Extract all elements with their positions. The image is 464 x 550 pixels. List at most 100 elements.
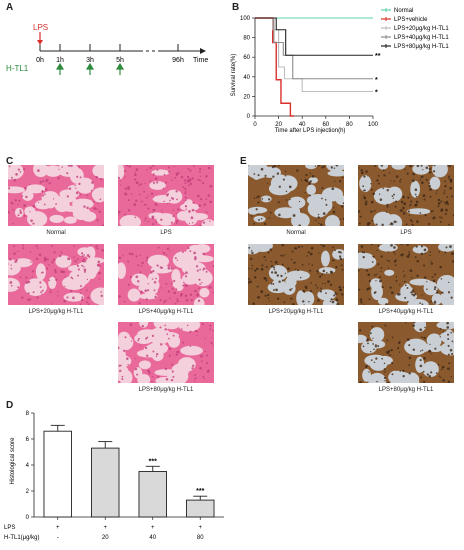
micrograph-nucleus [32, 205, 36, 208]
micrograph-nucleus [320, 244, 322, 246]
micrograph-nucleus [210, 341, 213, 345]
micrograph-nucleus [370, 200, 374, 204]
micrograph-nucleus [319, 290, 323, 293]
micrograph-nucleus [153, 280, 157, 284]
micrograph-nucleus [444, 180, 447, 183]
micrograph-nucleus [379, 279, 382, 283]
survival-significance-3: * [375, 77, 378, 84]
micrograph-nucleus [209, 184, 213, 188]
micrograph-nucleus [378, 182, 381, 185]
micrograph-nucleus [367, 273, 371, 277]
micrograph-alveolus [174, 278, 185, 292]
micrograph-nucleus [188, 222, 191, 225]
micrograph-nucleus [322, 244, 325, 248]
micrograph-alveolus [369, 278, 382, 290]
micrograph-nucleus [251, 251, 254, 255]
micrograph-nucleus [336, 292, 339, 295]
micrograph-nucleus [439, 327, 442, 330]
micrograph-nucleus [376, 380, 378, 383]
survival-xtick-label-100: 100 [368, 122, 379, 128]
micrograph-nucleus [63, 299, 67, 303]
micrograph-nucleus [157, 375, 160, 378]
micrograph-nucleus [118, 346, 120, 349]
micrograph-texture [118, 244, 214, 305]
micrograph-nucleus [138, 184, 141, 186]
micrograph-nucleus [150, 192, 154, 196]
micrograph-nucleus [192, 222, 194, 224]
micrograph-nucleus [175, 172, 179, 176]
micrograph-nucleus [420, 252, 424, 256]
micrograph-nucleus [202, 252, 206, 256]
micrograph-nucleus [452, 260, 454, 263]
micrograph-nucleus [334, 291, 336, 294]
micrograph-nucleus [401, 210, 404, 212]
micrograph-nucleus [118, 260, 120, 263]
micrograph-nucleus [256, 296, 259, 298]
micrograph-nucleus [309, 180, 312, 183]
micrograph-nucleus [304, 191, 306, 194]
micrograph-alveolus [178, 322, 201, 332]
micrograph-nucleus [97, 202, 99, 205]
micrograph-alveolus [180, 345, 203, 356]
micrograph-nucleus [258, 213, 260, 215]
micrograph-alveolus [415, 356, 425, 373]
micrograph-nucleus [194, 256, 197, 259]
micrograph-nucleus [277, 201, 280, 204]
micrograph-nucleus [261, 198, 264, 200]
micrograph-nucleus [409, 203, 412, 206]
micrograph-nucleus [162, 187, 165, 190]
micrograph-nucleus [156, 264, 159, 267]
micrograph-nucleus [367, 175, 369, 177]
micrograph-nucleus [422, 169, 424, 171]
micrograph-nucleus [173, 165, 175, 168]
micrograph-nucleus [253, 222, 255, 225]
micrograph-nucleus [122, 254, 124, 257]
micrograph-nucleus [266, 293, 270, 297]
micrograph-nucleus [406, 301, 409, 303]
micrograph-nucleus [400, 244, 403, 246]
micrograph-nucleus [256, 196, 258, 199]
micrograph-alveolus [49, 214, 65, 223]
micrograph-nucleus [409, 205, 411, 207]
micrograph-nucleus [407, 196, 410, 199]
micrograph-nucleus [146, 354, 149, 357]
micrograph-nucleus [406, 255, 410, 258]
micrograph-nucleus [342, 202, 344, 205]
micrograph-nucleus [331, 300, 335, 304]
micrograph-nucleus [53, 268, 57, 272]
micrograph-nucleus [440, 200, 443, 203]
micrograph-nucleus [448, 281, 450, 284]
micrograph-nucleus [185, 299, 189, 302]
micrograph-nucleus [62, 270, 66, 274]
micrograph-nucleus [400, 178, 402, 180]
micrograph-nucleus [440, 209, 443, 212]
micrograph-alveolus [81, 211, 97, 222]
micrograph-nucleus [202, 375, 205, 378]
micrograph-alveolus [34, 200, 52, 210]
micrograph-nucleus [49, 291, 52, 294]
micrograph-nucleus [248, 277, 249, 280]
micrograph-nucleus [186, 175, 190, 179]
micrograph-alveolus [375, 355, 393, 366]
micrograph-nucleus [81, 255, 84, 258]
micrograph-nucleus [339, 218, 341, 221]
micrograph-alveolus [147, 254, 170, 269]
micrograph-nucleus [325, 203, 328, 206]
micrograph-nucleus [450, 196, 453, 198]
micrograph-nucleus [386, 351, 389, 354]
micrograph-nucleus [321, 197, 323, 200]
micrograph-nucleus [414, 193, 417, 196]
micrograph-nucleus [390, 222, 393, 225]
micrograph-nucleus [157, 246, 160, 249]
micrograph-nucleus [17, 214, 20, 217]
micrograph-nucleus [397, 292, 401, 296]
micrograph-nucleus [434, 273, 437, 276]
micrograph-nucleus [54, 270, 57, 274]
micrograph-nucleus [127, 187, 130, 190]
micrograph-texture [118, 322, 214, 383]
micrograph-nucleus [92, 200, 95, 203]
micrograph-alveolus [335, 195, 344, 206]
micrograph-nucleus [331, 187, 335, 191]
micrograph-nucleus [248, 282, 250, 284]
micrograph-nucleus [164, 181, 167, 184]
